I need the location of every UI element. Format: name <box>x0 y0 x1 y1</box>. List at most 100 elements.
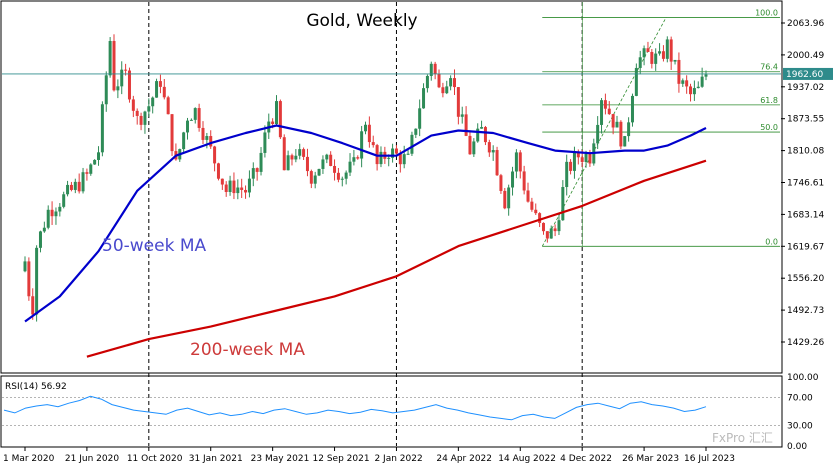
candle-body <box>197 108 201 128</box>
candle-body <box>638 57 642 68</box>
candle-body <box>406 153 410 155</box>
time-tick-label: 16 Jul 2023 <box>684 454 735 464</box>
candle-body <box>646 48 650 52</box>
candle-body <box>170 114 174 152</box>
rsi-tick-label: 100.00 <box>787 373 819 383</box>
candle-body <box>62 194 66 207</box>
candle-body <box>275 101 279 125</box>
candle-body <box>89 164 93 174</box>
price-tick-label: 1683.14 <box>787 210 824 220</box>
candle-body <box>112 41 116 91</box>
price-tick-label: 1619.67 <box>787 242 824 252</box>
candle-body <box>425 75 429 89</box>
candle-body <box>650 51 654 64</box>
candle-body <box>27 261 31 297</box>
candle-body <box>298 149 302 156</box>
candle-body <box>681 80 685 84</box>
candle-body <box>131 99 135 111</box>
candle-body <box>348 161 352 173</box>
price-axis: 2063.96 2000.49 1937.02 1873.55 1810.08 1746.… <box>781 19 824 348</box>
price-tick-label: 1429.26 <box>787 338 824 348</box>
watermark: FxPro 汇汇 <box>712 431 773 445</box>
candle-body <box>452 78 456 88</box>
candle-body <box>158 81 162 87</box>
candle-body <box>557 220 561 232</box>
candle-body <box>692 88 696 95</box>
time-tick-label: 4 Dec 2022 <box>560 454 612 464</box>
price-tick-label: 1556.20 <box>787 274 824 284</box>
candle-body <box>360 131 364 159</box>
candle-body <box>224 184 228 193</box>
candle-body <box>460 114 464 117</box>
candle-body <box>499 175 503 191</box>
candle-body <box>240 187 244 190</box>
candle-body <box>661 51 665 59</box>
candle-body <box>464 114 468 136</box>
candle-body <box>213 146 217 164</box>
candle-body <box>344 172 348 179</box>
candle-body <box>534 209 538 214</box>
candle-body <box>201 127 205 140</box>
candle-body <box>549 228 553 239</box>
candle-body <box>541 222 545 232</box>
candle-body <box>596 124 600 144</box>
candle-body <box>642 48 646 58</box>
time-tick-label: 1 Mar 2020 <box>3 454 55 464</box>
price-tick-label: 1746.61 <box>787 179 824 189</box>
candle-body <box>259 152 263 172</box>
candle-body <box>31 296 35 315</box>
candles <box>23 34 708 322</box>
candle-body <box>209 136 213 147</box>
candle-body <box>433 63 437 74</box>
candle-body <box>81 172 85 192</box>
candle-body <box>588 153 592 164</box>
time-tick-label: 14 Aug 2022 <box>498 454 556 464</box>
candle-body <box>162 86 166 98</box>
price-tick-label: 2063.96 <box>787 19 824 29</box>
candle-body <box>603 100 607 109</box>
candle-body <box>511 171 515 188</box>
candle-body <box>244 189 248 193</box>
candle-body <box>46 209 50 228</box>
candle-body <box>127 70 131 100</box>
candle-body <box>429 63 433 76</box>
price-tick-label: 1937.02 <box>787 83 824 93</box>
candle-body <box>155 81 159 98</box>
current-price-tag <box>783 67 833 80</box>
time-tick-label: 21 Jun 2020 <box>65 454 119 464</box>
chart-title: Gold, Weekly <box>306 11 417 31</box>
candle-body <box>263 132 267 153</box>
candle-body <box>518 152 522 172</box>
ma200-line <box>86 159 707 358</box>
candle-body <box>135 110 139 116</box>
ma200-annotation: 200-week MA <box>190 340 305 360</box>
time-tick-label: 2 Jan 2022 <box>374 454 422 464</box>
candle-body <box>278 101 282 138</box>
candle-body <box>483 127 487 143</box>
candle-body <box>634 67 638 96</box>
rsi-label: RSI(14) 56.92 <box>5 382 67 392</box>
candle-body <box>394 148 398 154</box>
candle-body <box>658 51 662 54</box>
candle-body <box>232 180 236 194</box>
candle-body <box>700 76 704 87</box>
candle-body <box>476 128 480 142</box>
candle-body <box>398 153 402 165</box>
candle-body <box>294 155 298 160</box>
price-tick-label: 1492.73 <box>787 306 824 316</box>
candle-body <box>309 171 313 184</box>
candle-body <box>522 171 526 191</box>
rsi-panel-frame <box>0 375 783 448</box>
candle-body <box>514 152 518 172</box>
candle-body <box>305 156 309 172</box>
current-price-line: 1962.60 <box>2 67 833 80</box>
time-tick-label: 11 Oct 2020 <box>127 454 183 464</box>
rsi-tick-label: 70.00 <box>787 394 813 404</box>
candle-body <box>23 261 27 272</box>
candle-body <box>143 111 147 125</box>
candle-body <box>580 157 584 162</box>
candle-body <box>630 95 634 123</box>
price-tick-label: 1873.55 <box>787 115 824 125</box>
